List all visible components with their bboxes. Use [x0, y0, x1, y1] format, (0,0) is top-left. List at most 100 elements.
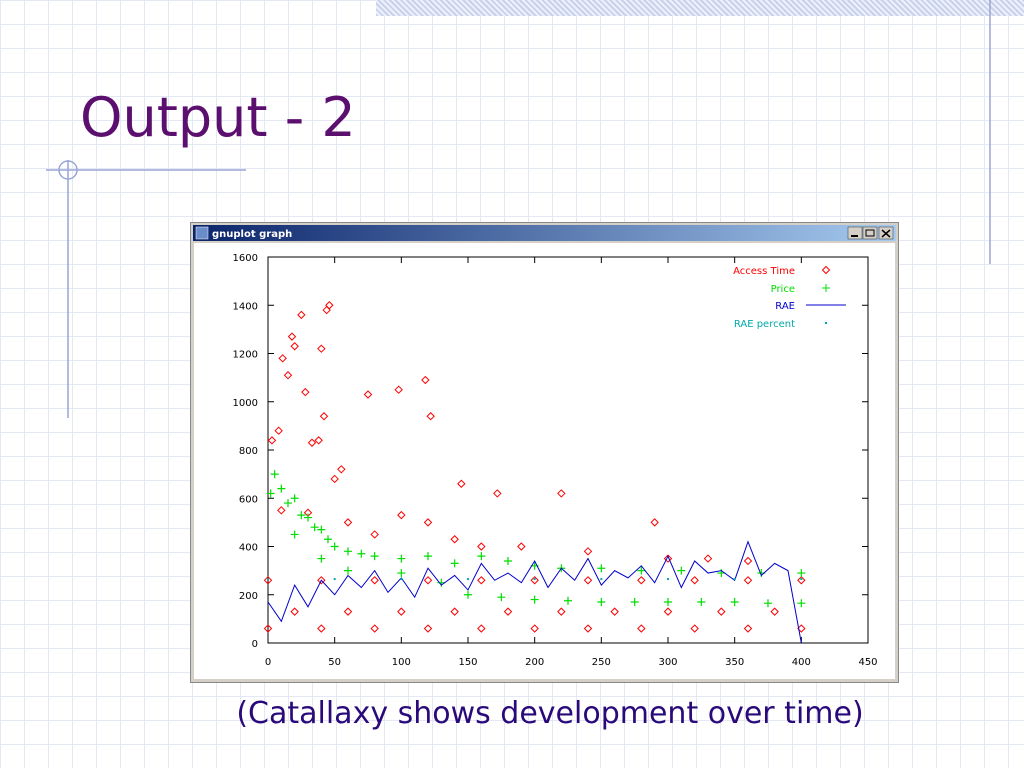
access-point [450, 535, 459, 544]
window-title: gnuplot graph [212, 229, 292, 240]
price-point [697, 597, 706, 606]
access-point [267, 436, 277, 445]
y-tick-label: 1000 [233, 398, 258, 409]
price-point [317, 525, 326, 534]
price-point [344, 566, 352, 575]
price-point [324, 535, 332, 544]
access-point [278, 354, 287, 363]
access-point [370, 576, 379, 585]
access-point [421, 375, 430, 385]
access-point [690, 576, 699, 585]
x-tick-label: 0 [265, 657, 271, 668]
price-point [330, 542, 339, 551]
access-point [370, 624, 379, 633]
access-point [343, 518, 353, 527]
access-point [530, 576, 539, 585]
price-point [797, 569, 806, 578]
price-point [597, 564, 606, 573]
access-point [530, 624, 539, 633]
access-point [797, 576, 806, 585]
access-point [770, 607, 779, 616]
legend-swatch [825, 322, 827, 324]
access-point [477, 542, 486, 551]
access-point [557, 489, 566, 498]
access-point [290, 607, 299, 616]
access-point [583, 547, 593, 556]
legend-swatch [821, 265, 831, 275]
access-point [457, 479, 466, 488]
y-tick-label: 600 [239, 494, 258, 505]
price-point [290, 530, 299, 539]
access-point [743, 576, 753, 585]
access-point [743, 624, 753, 633]
price-point [564, 596, 572, 605]
price-point [397, 554, 406, 563]
access-point [337, 465, 346, 474]
price-point [397, 569, 406, 578]
access-point [317, 576, 326, 585]
access-point [307, 438, 317, 447]
price-point [344, 547, 352, 556]
price-point [266, 489, 275, 498]
header-band [376, 0, 1024, 16]
access-point [797, 624, 806, 633]
access-point [663, 554, 673, 563]
access-point [277, 506, 286, 515]
price-point [297, 511, 306, 520]
x-tick-label: 50 [328, 657, 341, 668]
access-point [703, 554, 713, 563]
price-point [597, 597, 606, 606]
access-point [343, 607, 353, 616]
access-point [583, 624, 593, 633]
y-tick-label: 1600 [233, 253, 258, 264]
x-tick-label: 300 [658, 657, 677, 668]
slide-title: Output - 2 [80, 86, 356, 149]
access-point [325, 301, 334, 310]
rae-percent-point [400, 578, 403, 581]
access-point [743, 556, 753, 566]
access-point [610, 607, 619, 616]
price-point [284, 499, 292, 508]
access-point [283, 371, 293, 380]
rae-percent-point [267, 578, 269, 581]
x-tick-label: 200 [525, 657, 544, 668]
access-point [363, 390, 373, 399]
rae-percent-point [333, 578, 336, 581]
rae-percent-point [600, 578, 603, 581]
x-tick-label: 350 [725, 657, 744, 668]
price-point [677, 566, 686, 575]
window-controls[interactable] [847, 226, 894, 240]
x-tick-label: 450 [858, 657, 877, 668]
access-point [450, 607, 459, 616]
price-point [664, 597, 672, 606]
access-point [301, 387, 310, 397]
plot-canvas [194, 243, 895, 679]
legend-label: RAE percent [734, 319, 795, 330]
access-point [477, 576, 486, 585]
price-point [370, 552, 379, 561]
price-point [730, 597, 739, 606]
access-point [370, 530, 379, 539]
access-point [274, 426, 283, 435]
price-point [637, 566, 646, 575]
x-tick-label: 250 [592, 657, 611, 668]
y-tick-label: 800 [239, 446, 258, 457]
access-point [287, 332, 297, 341]
legend-label: Access Time [733, 266, 795, 277]
price-point [450, 559, 459, 568]
access-point [423, 518, 433, 527]
access-point [717, 607, 726, 616]
price-point [764, 599, 772, 608]
access-point [557, 607, 566, 616]
legend-label: RAE [775, 301, 795, 312]
price-point [357, 549, 366, 558]
legend-swatch [822, 284, 830, 292]
y-tick-label: 200 [239, 591, 258, 602]
price-point [630, 597, 639, 606]
price-point [270, 470, 279, 479]
y-tick-label: 400 [239, 543, 258, 554]
access-point [493, 489, 502, 498]
access-point [330, 474, 339, 484]
rae-percent-point [467, 578, 469, 581]
